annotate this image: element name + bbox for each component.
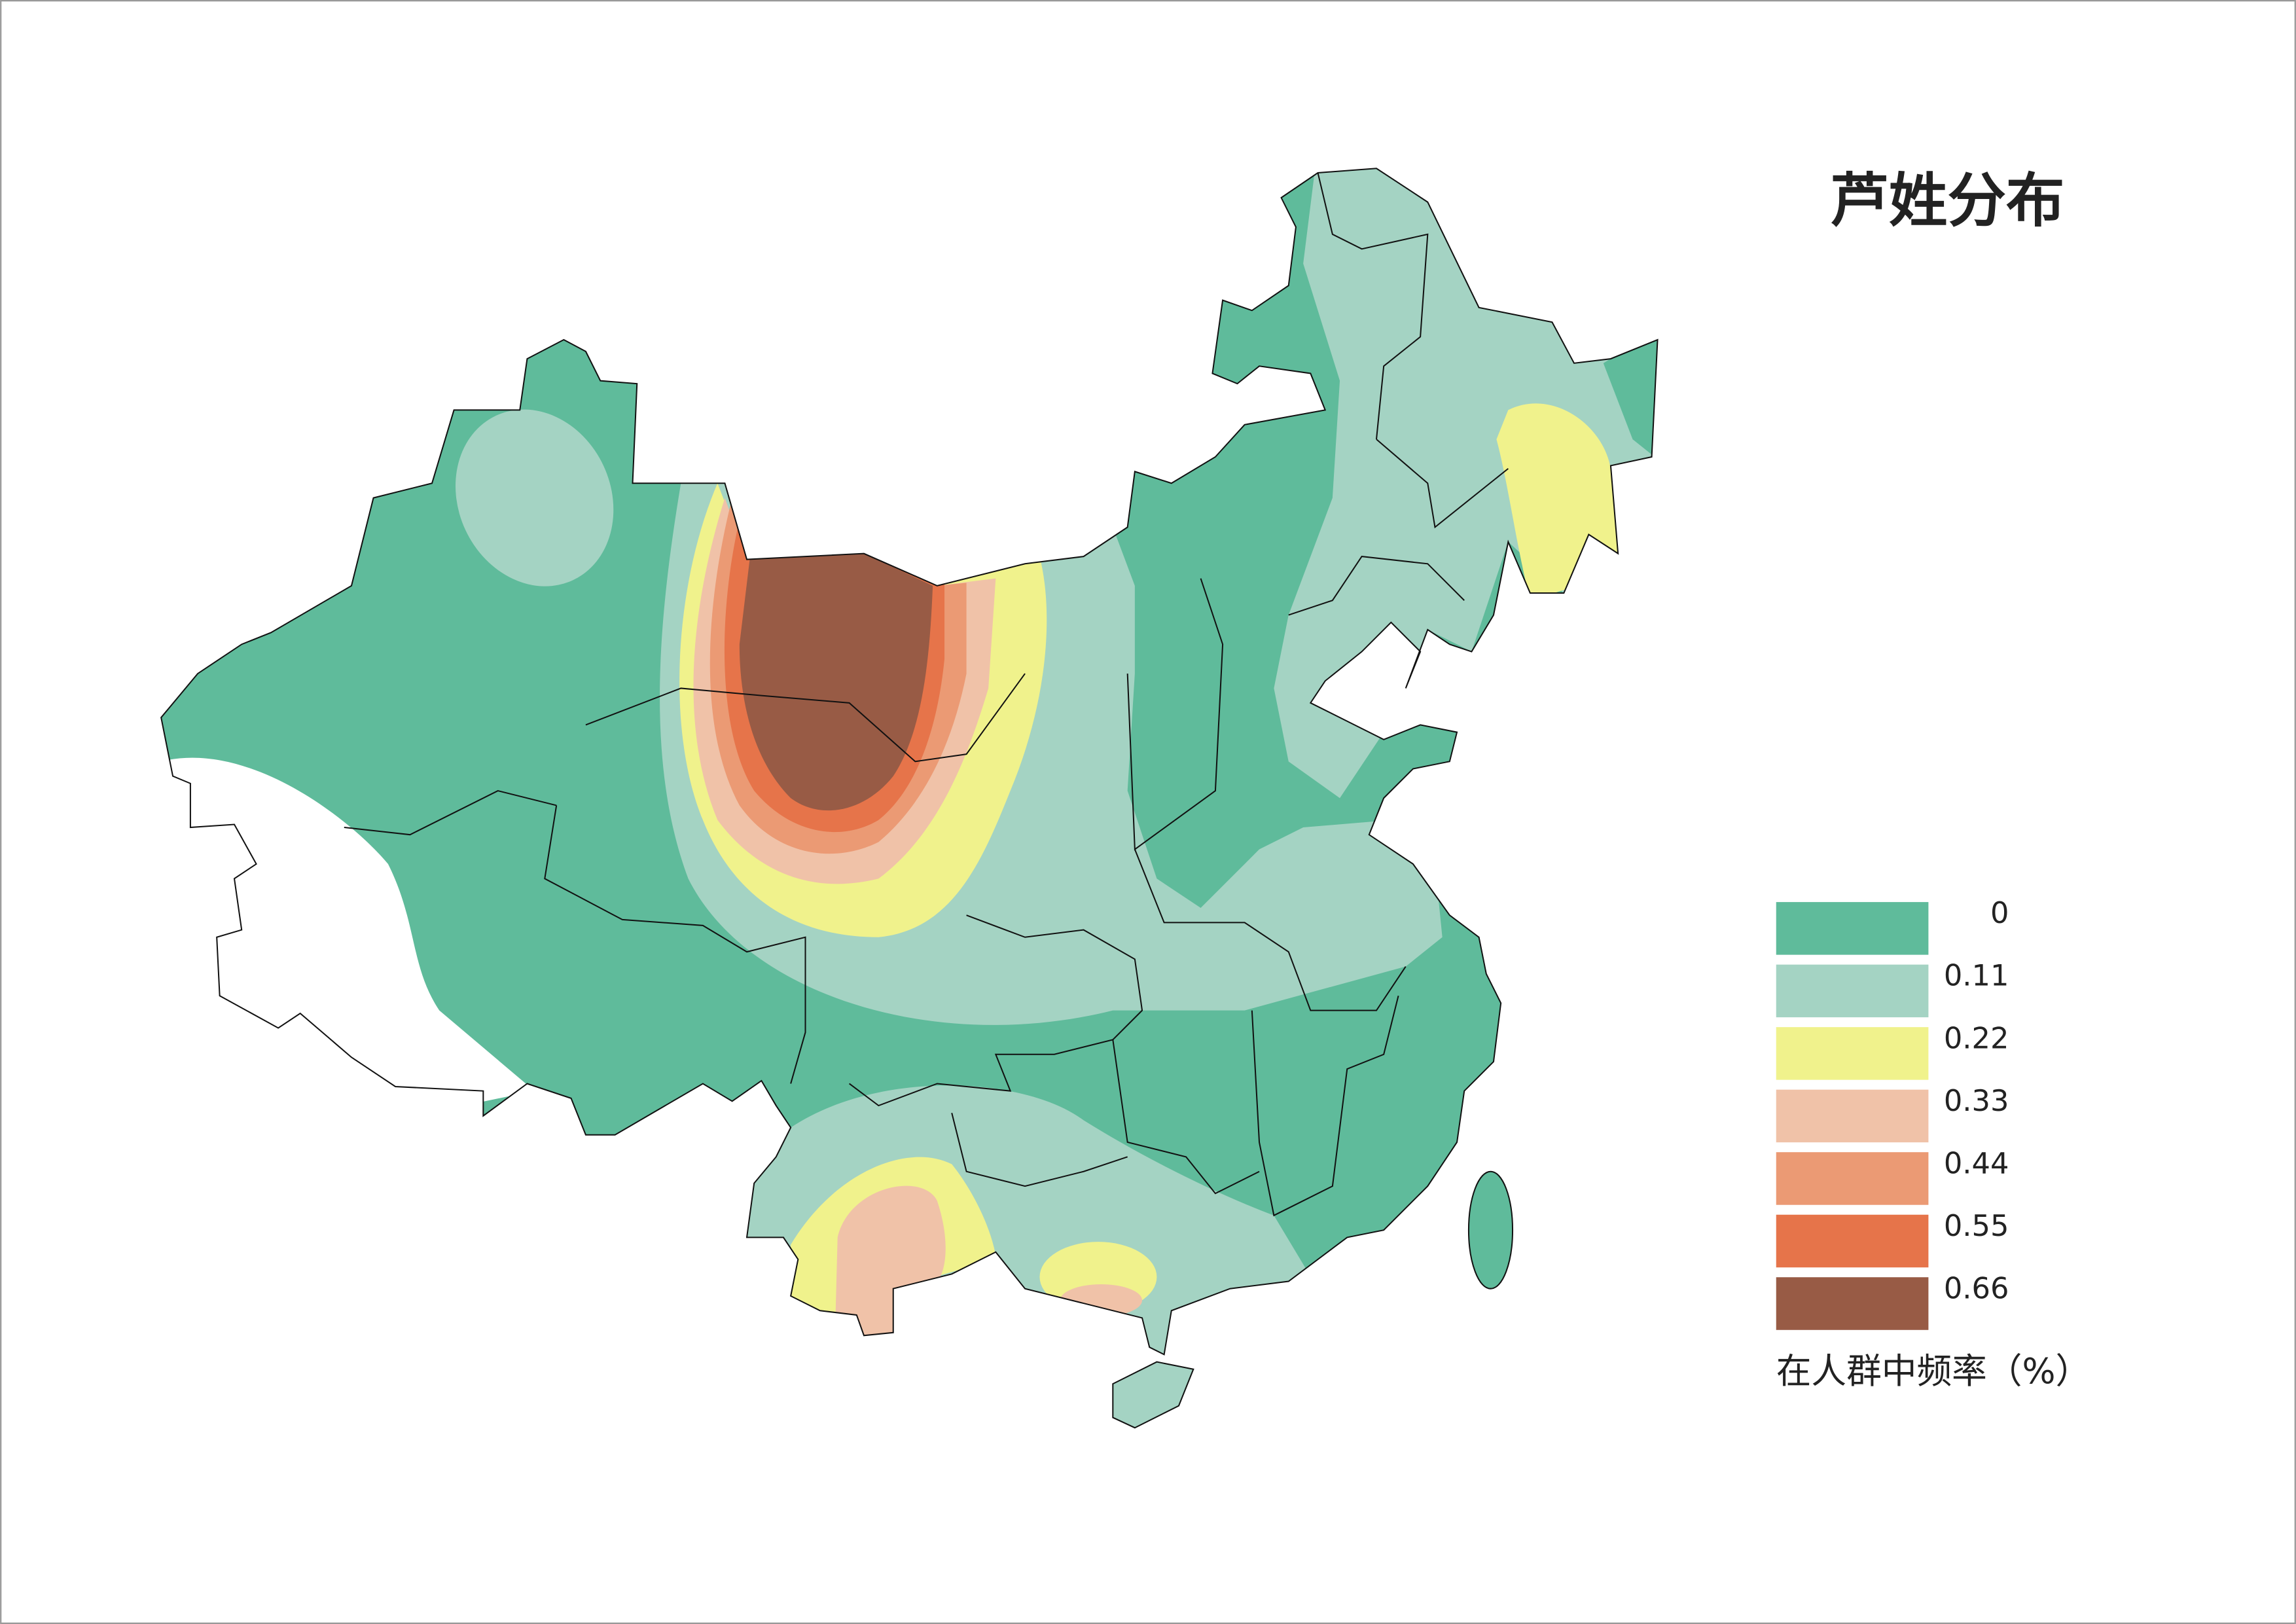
boundaries (160, 168, 1659, 1356)
legend: 0 0.11 0.22 0.33 0.44 0.55 0.66 (1776, 895, 2009, 1330)
hainan (1112, 1361, 1194, 1429)
zone (834, 1185, 946, 1348)
legend-label: 0.33 (1944, 1083, 2009, 1118)
legend-swatch (1776, 1152, 1929, 1205)
legend-label: 0.11 (1944, 958, 2009, 993)
legend-label: 0.55 (1944, 1208, 2009, 1243)
legend-swatch (1776, 1089, 1929, 1143)
legend-swatch (1776, 964, 1929, 1018)
legend-label: 0.22 (1944, 1020, 2009, 1055)
legend-swatch (1776, 1027, 1929, 1080)
legend-caption: 在人群中频率（%） (1776, 1350, 2091, 1392)
legend-swatch (1776, 902, 1929, 955)
legend-swatch (1776, 1214, 1929, 1268)
taiwan (1467, 1170, 1514, 1290)
zone (739, 553, 933, 811)
zone (456, 409, 614, 586)
legend-label: 0.66 (1944, 1271, 2009, 1305)
legend-label: 0 (1990, 895, 2009, 930)
map-title: 芦姓分布 (1831, 168, 2065, 236)
legend-label: 0.44 (1944, 1146, 2009, 1180)
legend-swatch (1776, 1277, 1929, 1330)
